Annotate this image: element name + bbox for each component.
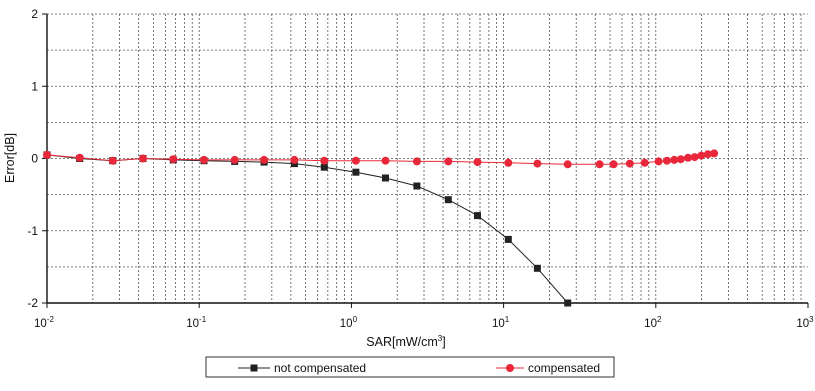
y-axis-label: Error[dB]	[3, 133, 17, 183]
data-point-not-compensated	[474, 212, 481, 220]
data-point-compensated	[684, 153, 692, 162]
x-tick-base: 10	[644, 318, 657, 330]
legend-box	[205, 356, 615, 378]
data-point-compensated	[381, 156, 390, 165]
x-tick-label: 10-2	[34, 315, 54, 330]
data-point-not-compensated	[564, 299, 572, 307]
x-tick-base: 10	[340, 318, 353, 330]
data-point-compensated	[640, 158, 649, 167]
data-point-compensated	[43, 150, 51, 159]
x-tick-base: 10	[186, 318, 199, 330]
series-layer	[43, 149, 719, 307]
data-point-compensated	[609, 160, 618, 169]
x-tick-labels: 10-2 10-1 100 101 102 103	[34, 303, 814, 330]
data-point-compensated	[504, 158, 513, 167]
x-tick-exponent: 3	[809, 315, 814, 324]
data-point-compensated	[676, 155, 685, 164]
x-tick-label: 100	[340, 315, 358, 330]
data-point-compensated	[230, 155, 239, 164]
legend-label-compensated: compensated	[528, 361, 600, 375]
data-point-compensated	[697, 151, 706, 160]
x-tick-label: 103	[796, 315, 814, 330]
x-axis-label-main: SAR[mW/cm	[366, 335, 438, 349]
data-point-compensated	[473, 158, 482, 167]
y-tick-label: -2	[27, 296, 38, 310]
x-tick-exponent: -2	[47, 315, 55, 324]
data-point-not-compensated	[504, 235, 512, 243]
data-point-compensated	[703, 150, 712, 159]
x-tick-exponent: 1	[505, 315, 510, 324]
data-point-not-compensated	[320, 163, 328, 171]
data-point-compensated	[690, 153, 699, 162]
legend-marker-compensated	[506, 364, 514, 372]
data-point-not-compensated	[533, 264, 541, 272]
data-point-compensated	[351, 156, 360, 165]
x-tick-exponent: 2	[657, 315, 662, 324]
legend-label-not-compensated: not compensated	[274, 361, 366, 375]
data-point-not-compensated	[444, 196, 452, 204]
data-point-compensated	[662, 156, 671, 165]
x-tick-base: 10	[796, 318, 809, 330]
data-point-compensated	[139, 154, 147, 163]
y-tick-label: -1	[27, 224, 38, 238]
grid	[47, 13, 808, 303]
x-axis-label: SAR[mW/cm3]	[366, 334, 445, 349]
data-point-not-compensated	[352, 168, 360, 176]
data-point-not-compensated	[382, 174, 389, 182]
series-compensated	[43, 149, 719, 169]
x-axis-label-end: ]	[442, 335, 445, 349]
x-tick-exponent: -1	[199, 315, 207, 324]
data-point-compensated	[710, 149, 719, 158]
y-tick-label: 1	[31, 79, 38, 93]
data-point-compensated	[290, 155, 299, 164]
y-tick-label: 0	[31, 152, 38, 166]
y-tick-label: 2	[31, 7, 38, 21]
x-tick-base: 10	[492, 318, 505, 330]
x-tick-base: 10	[34, 318, 47, 330]
data-point-compensated	[595, 160, 604, 169]
data-point-compensated	[533, 159, 542, 168]
data-point-compensated	[444, 157, 453, 166]
legend-marker-not-compensated	[250, 364, 258, 372]
data-point-compensated	[625, 159, 634, 168]
x-tick-label: 10-1	[186, 315, 206, 330]
data-point-compensated	[200, 155, 208, 164]
data-point-compensated	[169, 155, 178, 164]
legend: not compensated compensated	[205, 356, 615, 378]
x-tick-label: 101	[492, 315, 510, 330]
data-point-compensated	[670, 155, 679, 164]
x-tick-label: 102	[644, 315, 662, 330]
data-point-compensated	[563, 160, 572, 169]
x-axis-label-superscript: 3	[438, 334, 443, 343]
data-point-compensated	[75, 153, 84, 162]
data-point-compensated	[108, 156, 117, 165]
data-point-compensated	[260, 155, 269, 164]
data-point-compensated	[412, 157, 421, 166]
data-point-not-compensated	[413, 182, 421, 190]
data-point-compensated	[320, 156, 329, 165]
data-point-compensated	[654, 157, 663, 166]
x-tick-exponent: 0	[353, 315, 358, 324]
